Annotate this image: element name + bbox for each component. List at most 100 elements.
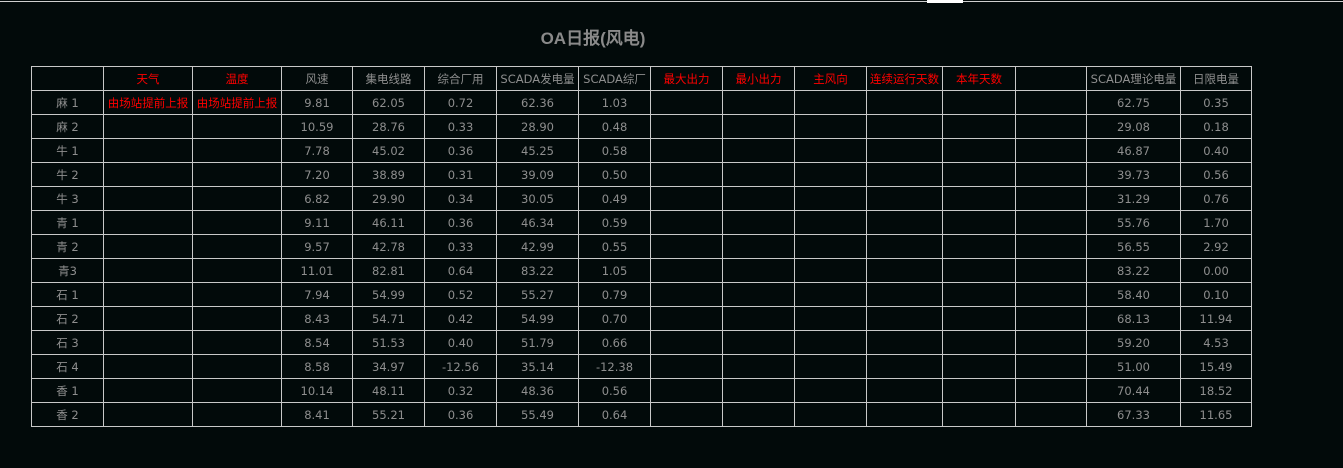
table-cell [794, 402, 867, 427]
table-row: 麻 1 由场站提前上报 由场站提前上报 9.81 62.05 0.72 62.36 1.03 6… [31, 90, 1252, 115]
table-cell [103, 330, 193, 355]
table-cell [942, 138, 1016, 163]
table-cell: 0.48 [578, 114, 651, 139]
table-cell: 62.05 [352, 90, 425, 115]
table-cell [866, 354, 943, 379]
table-cell [722, 354, 795, 379]
table-cell: 0.36 [424, 138, 497, 163]
table-cell: 0.32 [424, 378, 497, 403]
table-cell [650, 402, 723, 427]
table-cell [1015, 186, 1087, 211]
column-header: SCADA发电量 [496, 66, 579, 91]
table-cell [650, 258, 723, 283]
table-cell: 8.58 [281, 354, 353, 379]
table-cell: 0.56 [578, 378, 651, 403]
table-cell: 30.05 [496, 186, 579, 211]
table-cell: 11.94 [1180, 306, 1252, 331]
table-cell: 由场站提前上报 [103, 90, 193, 115]
table-cell [103, 162, 193, 187]
row-label: 青 2 [31, 234, 104, 259]
row-label: 牛 2 [31, 162, 104, 187]
table-cell [192, 354, 282, 379]
table-cell [722, 138, 795, 163]
table-cell [1015, 162, 1087, 187]
column-header: 主风向 [794, 66, 867, 91]
table-cell [794, 138, 867, 163]
table-cell: 62.75 [1086, 90, 1181, 115]
table-cell [1015, 90, 1087, 115]
table-cell: 0.40 [1180, 138, 1252, 163]
table-cell: 34.97 [352, 354, 425, 379]
table-cell [650, 234, 723, 259]
row-label: 麻 1 [31, 90, 104, 115]
table-cell [103, 234, 193, 259]
table-cell [722, 162, 795, 187]
table-row: 麻 2 10.59 28.76 0.33 28.90 0.48 29.08 0.18 [31, 114, 1252, 139]
table-cell: 46.34 [496, 210, 579, 235]
table-cell: 0.34 [424, 186, 497, 211]
table-cell [192, 234, 282, 259]
table-cell [1015, 258, 1087, 283]
table-cell [794, 354, 867, 379]
table-cell: 0.70 [578, 306, 651, 331]
table-cell [794, 282, 867, 307]
table-cell: 55.27 [496, 282, 579, 307]
table-cell: 0.35 [1180, 90, 1252, 115]
table-cell: 0.33 [424, 234, 497, 259]
table-cell: 28.76 [352, 114, 425, 139]
table-cell: 68.13 [1086, 306, 1181, 331]
table-cell: 0.00 [1180, 258, 1252, 283]
table-cell: 83.22 [496, 258, 579, 283]
table-cell: 8.41 [281, 402, 353, 427]
table-cell [192, 330, 282, 355]
table-cell [192, 210, 282, 235]
table-cell [942, 210, 1016, 235]
table-cell [794, 186, 867, 211]
table-cell [192, 282, 282, 307]
table-cell [942, 258, 1016, 283]
table-cell [103, 378, 193, 403]
table-cell: 10.59 [281, 114, 353, 139]
table-cell: 0.33 [424, 114, 497, 139]
table-cell [722, 282, 795, 307]
table-cell [866, 90, 943, 115]
table-cell: 42.78 [352, 234, 425, 259]
table-cell: 0.59 [578, 210, 651, 235]
table-cell: 0.79 [578, 282, 651, 307]
table-cell: 31.29 [1086, 186, 1181, 211]
table-cell: -12.56 [424, 354, 497, 379]
table-cell [650, 210, 723, 235]
column-header: 最小出力 [722, 66, 795, 91]
table-row: 牛 2 7.20 38.89 0.31 39.09 0.50 39.73 0.56 [31, 162, 1252, 187]
table-cell [1015, 402, 1087, 427]
table-cell [942, 114, 1016, 139]
table-cell: 0.36 [424, 402, 497, 427]
table-cell [942, 162, 1016, 187]
table-cell [722, 234, 795, 259]
table-cell [192, 162, 282, 187]
table-cell: 1.05 [578, 258, 651, 283]
table-cell: 35.14 [496, 354, 579, 379]
table-row: 石 1 7.94 54.99 0.52 55.27 0.79 58.40 0.10 [31, 282, 1252, 307]
table-cell: 11.01 [281, 258, 353, 283]
table-cell [1015, 114, 1087, 139]
table-cell: 54.99 [352, 282, 425, 307]
top-marker [927, 0, 963, 3]
table-cell: 0.31 [424, 162, 497, 187]
column-header: 天气 [103, 66, 193, 91]
table-cell: 51.53 [352, 330, 425, 355]
table-cell: 2.92 [1180, 234, 1252, 259]
row-label: 青 1 [31, 210, 104, 235]
table-cell: 56.55 [1086, 234, 1181, 259]
table-cell [1015, 210, 1087, 235]
table-cell [942, 90, 1016, 115]
table-cell: 83.22 [1086, 258, 1181, 283]
table-cell [103, 138, 193, 163]
table-cell [942, 306, 1016, 331]
column-header [31, 66, 104, 91]
table-cell: -12.38 [578, 354, 651, 379]
table-row: 石 3 8.54 51.53 0.40 51.79 0.66 59.20 4.53 [31, 330, 1252, 355]
column-header: 综合厂用 [424, 66, 497, 91]
table-cell [192, 306, 282, 331]
table-cell [866, 162, 943, 187]
